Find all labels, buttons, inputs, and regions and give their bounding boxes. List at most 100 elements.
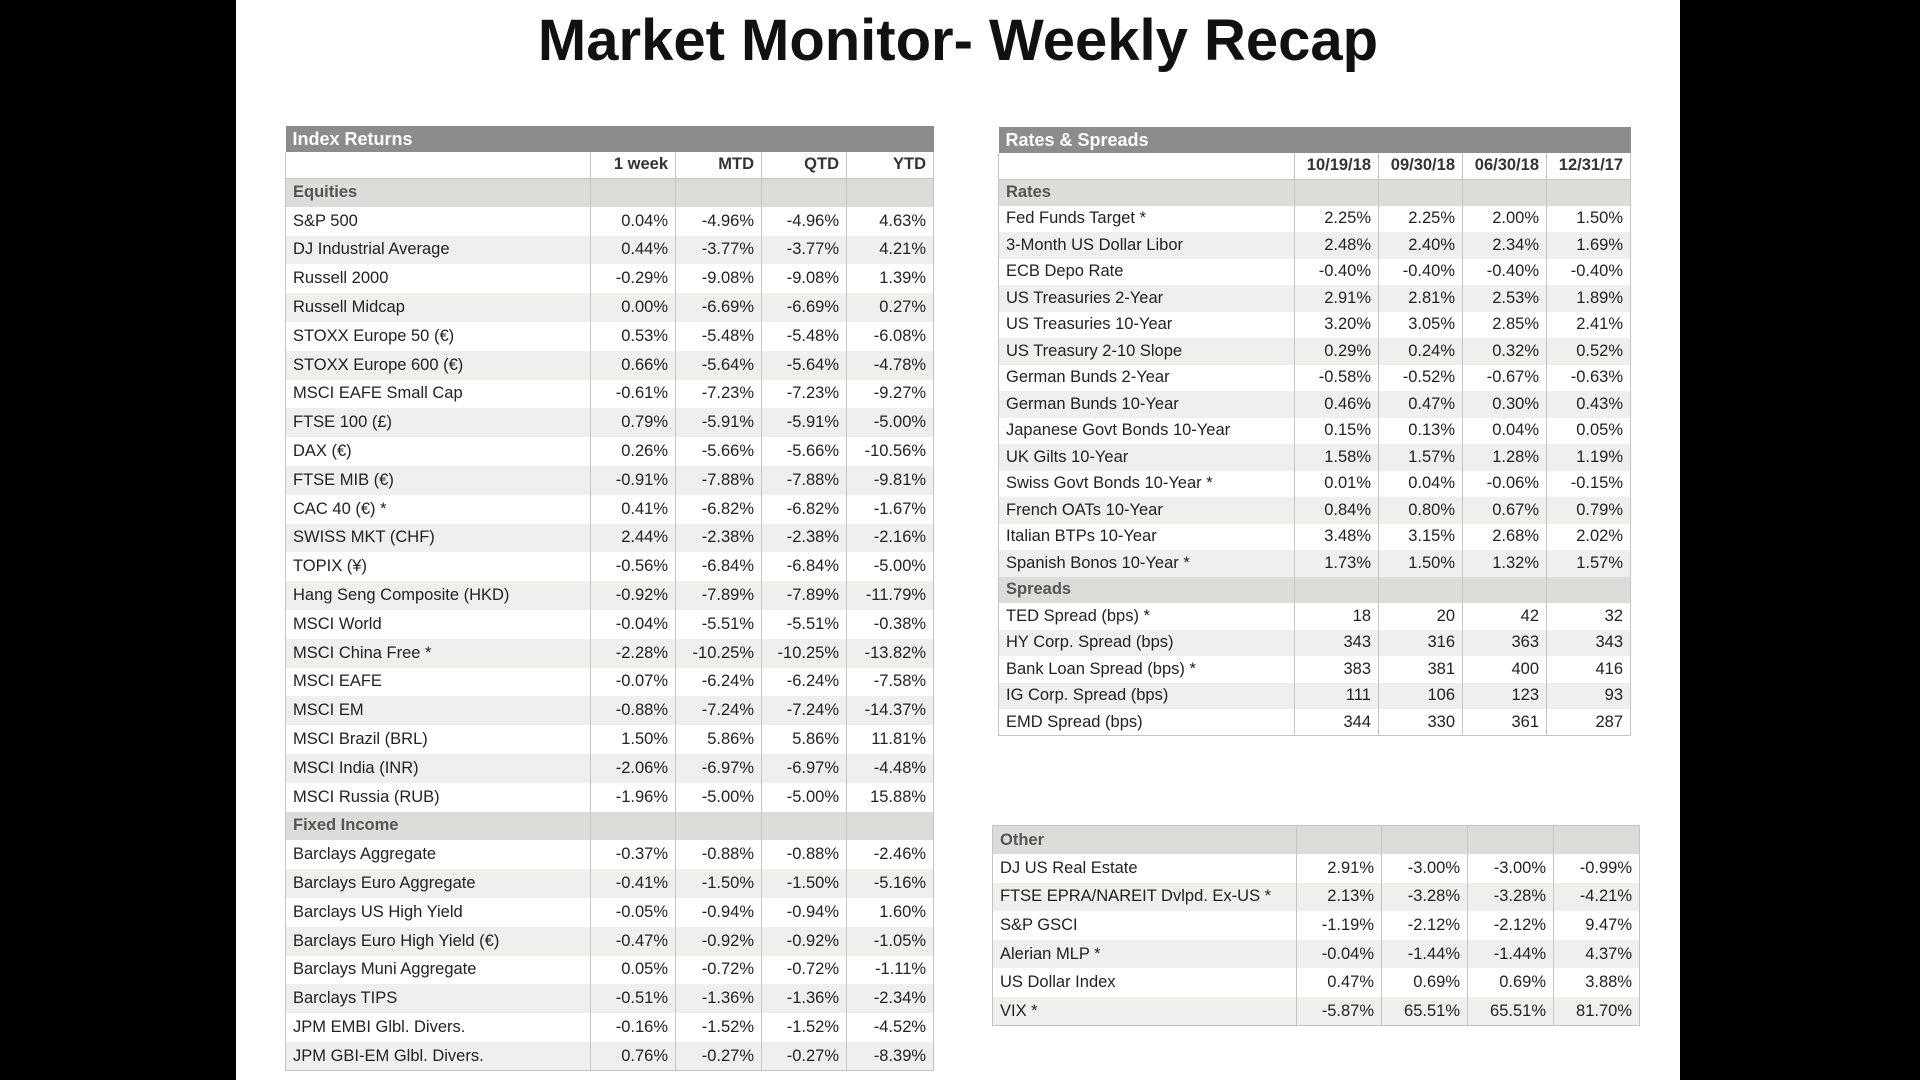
- row-label: EMD Spread (bps): [998, 709, 1295, 736]
- section-row: Other: [992, 825, 1640, 855]
- value-cell: -3.28%: [1381, 882, 1468, 912]
- data-row: German Bunds 2-Year -0.58% -0.52% -0.67% -0.…: [998, 364, 1632, 391]
- value-cell: 5.86%: [675, 725, 762, 754]
- value-cell: 9.47%: [1553, 911, 1640, 940]
- value-cell: 111: [1294, 682, 1379, 709]
- rates-spreads-table: Rates & Spreads 10/19/18 09/30/18 06/30/18 1…: [998, 127, 1632, 736]
- value-cell: 0.47%: [1378, 391, 1463, 418]
- value-cell: 81.70%: [1553, 997, 1640, 1026]
- row-label: JPM EMBI Glbl. Divers.: [285, 1013, 591, 1042]
- title-bar: Index Returns: [285, 126, 934, 152]
- row-label: MSCI Russia (RUB): [285, 782, 591, 812]
- table-body: Index Returns 1 week MTD QTD YTD Equities S&P …: [285, 126, 935, 1071]
- value-cell: 1.60%: [845, 897, 935, 927]
- data-row: VIX * -5.87% 65.51% 65.51% 81.70%: [992, 997, 1640, 1026]
- header-row: 1 week MTD QTD YTD: [285, 152, 935, 179]
- row-label: Barclays Euro High Yield (€): [285, 926, 591, 956]
- value-cell: -4.21%: [1553, 882, 1640, 912]
- data-row: MSCI Russia (RUB) -1.96% -5.00% -5.00% 15.88…: [285, 782, 935, 812]
- section-cell: [1294, 179, 1379, 206]
- value-cell: -0.56%: [590, 552, 676, 582]
- column-header: YTD: [845, 152, 935, 179]
- value-cell: 0.13%: [1378, 417, 1463, 444]
- row-label: Italian BTPs 10-Year: [998, 523, 1295, 550]
- value-cell: -5.87%: [1296, 997, 1382, 1026]
- value-cell: -0.40%: [1378, 258, 1463, 285]
- row-label: DAX (€): [285, 437, 591, 466]
- value-cell: 2.13%: [1296, 882, 1382, 912]
- value-cell: -5.64%: [675, 350, 762, 380]
- row-label: MSCI World: [285, 609, 591, 639]
- data-row: Russell 2000 -0.29% -9.08% -9.08% 1.39%: [285, 264, 935, 294]
- value-cell: -2.34%: [845, 984, 935, 1014]
- section-label: Fixed Income: [285, 811, 591, 841]
- value-cell: 343: [1294, 629, 1379, 656]
- value-cell: 330: [1378, 709, 1463, 736]
- value-cell: -0.94%: [675, 897, 762, 927]
- value-cell: 363: [1462, 629, 1547, 656]
- value-cell: -5.00%: [845, 408, 935, 438]
- value-cell: -0.29%: [590, 264, 676, 294]
- value-cell: -3.00%: [1381, 854, 1468, 883]
- value-cell: -0.40%: [1545, 258, 1632, 285]
- value-cell: -5.00%: [845, 552, 935, 582]
- section-cell: [1294, 576, 1379, 603]
- table-body: Rates & Spreads 10/19/18 09/30/18 06/30/18 1…: [998, 127, 1632, 736]
- value-cell: -0.04%: [590, 609, 676, 639]
- value-cell: 0.04%: [590, 206, 676, 236]
- column-header: 12/31/17: [1545, 153, 1632, 180]
- value-cell: 0.27%: [845, 293, 935, 322]
- value-cell: -7.89%: [761, 581, 847, 610]
- value-cell: -6.08%: [845, 321, 935, 351]
- value-cell: -1.36%: [675, 984, 762, 1014]
- data-row: MSCI World -0.04% -5.51% -5.51% -0.38%: [285, 609, 935, 639]
- value-cell: -0.92%: [590, 581, 676, 610]
- data-row: US Treasuries 10-Year 3.20% 3.05% 2.85% 2.41…: [998, 311, 1632, 338]
- header-cell: [998, 153, 1295, 180]
- value-cell: -7.89%: [675, 581, 762, 610]
- value-cell: -10.25%: [675, 638, 762, 668]
- value-cell: -2.16%: [845, 523, 935, 553]
- data-row: DJ Industrial Average 0.44% -3.77% -3.77% 4.…: [285, 235, 935, 265]
- value-cell: -7.58%: [845, 667, 935, 697]
- section-cell: [761, 811, 847, 841]
- value-cell: -2.38%: [761, 523, 847, 553]
- row-label: Bank Loan Spread (bps) *: [998, 656, 1295, 683]
- data-row: Fed Funds Target * 2.25% 2.25% 2.00% 1.50%: [998, 205, 1632, 232]
- row-label: UK Gilts 10-Year: [998, 444, 1295, 471]
- data-row: FTSE EPRA/NAREIT Dvlpd. Ex-US * 2.13% -3.2…: [992, 882, 1640, 912]
- value-cell: 2.48%: [1294, 232, 1379, 259]
- row-label: STOXX Europe 600 (€): [285, 350, 591, 380]
- row-label: FTSE MIB (€): [285, 465, 591, 495]
- index-returns-table: Index Returns 1 week MTD QTD YTD Equities S&P …: [285, 126, 935, 1072]
- value-cell: -6.82%: [761, 494, 847, 524]
- value-cell: 0.04%: [1378, 470, 1463, 497]
- value-cell: 1.50%: [1378, 550, 1463, 577]
- data-row: MSCI EM -0.88% -7.24% -7.24% -14.37%: [285, 696, 935, 726]
- value-cell: -6.82%: [675, 494, 762, 524]
- value-cell: -4.52%: [845, 1013, 935, 1042]
- value-cell: -1.05%: [845, 926, 935, 956]
- row-label: S&P 500: [285, 206, 591, 236]
- value-cell: -13.82%: [845, 638, 935, 668]
- data-row: CAC 40 (€) * 0.41% -6.82% -6.82% -1.67%: [285, 494, 935, 524]
- value-cell: 4.37%: [1553, 939, 1640, 969]
- slide: Market Monitor- Weekly Recap Index Retur…: [236, 0, 1680, 1080]
- value-cell: 381: [1378, 656, 1463, 683]
- value-cell: 3.05%: [1378, 311, 1463, 338]
- table-body: Other DJ US Real Estate 2.91% -3.00% -3.00% -…: [992, 825, 1640, 1026]
- value-cell: -1.52%: [761, 1013, 847, 1042]
- section-cell: [1462, 576, 1547, 603]
- row-label: Swiss Govt Bonds 10-Year *: [998, 470, 1295, 497]
- value-cell: -3.28%: [1467, 882, 1554, 912]
- value-cell: -6.84%: [675, 552, 762, 582]
- data-row: Italian BTPs 10-Year 3.48% 3.15% 2.68% 2.02%: [998, 523, 1632, 550]
- value-cell: 0.24%: [1378, 338, 1463, 365]
- row-label: DJ Industrial Average: [285, 235, 591, 265]
- value-cell: -11.79%: [845, 581, 935, 610]
- column-header: QTD: [761, 152, 847, 179]
- value-cell: -6.24%: [675, 667, 762, 697]
- value-cell: -7.23%: [761, 379, 847, 409]
- value-cell: -5.51%: [761, 609, 847, 639]
- value-cell: -3.77%: [675, 235, 762, 265]
